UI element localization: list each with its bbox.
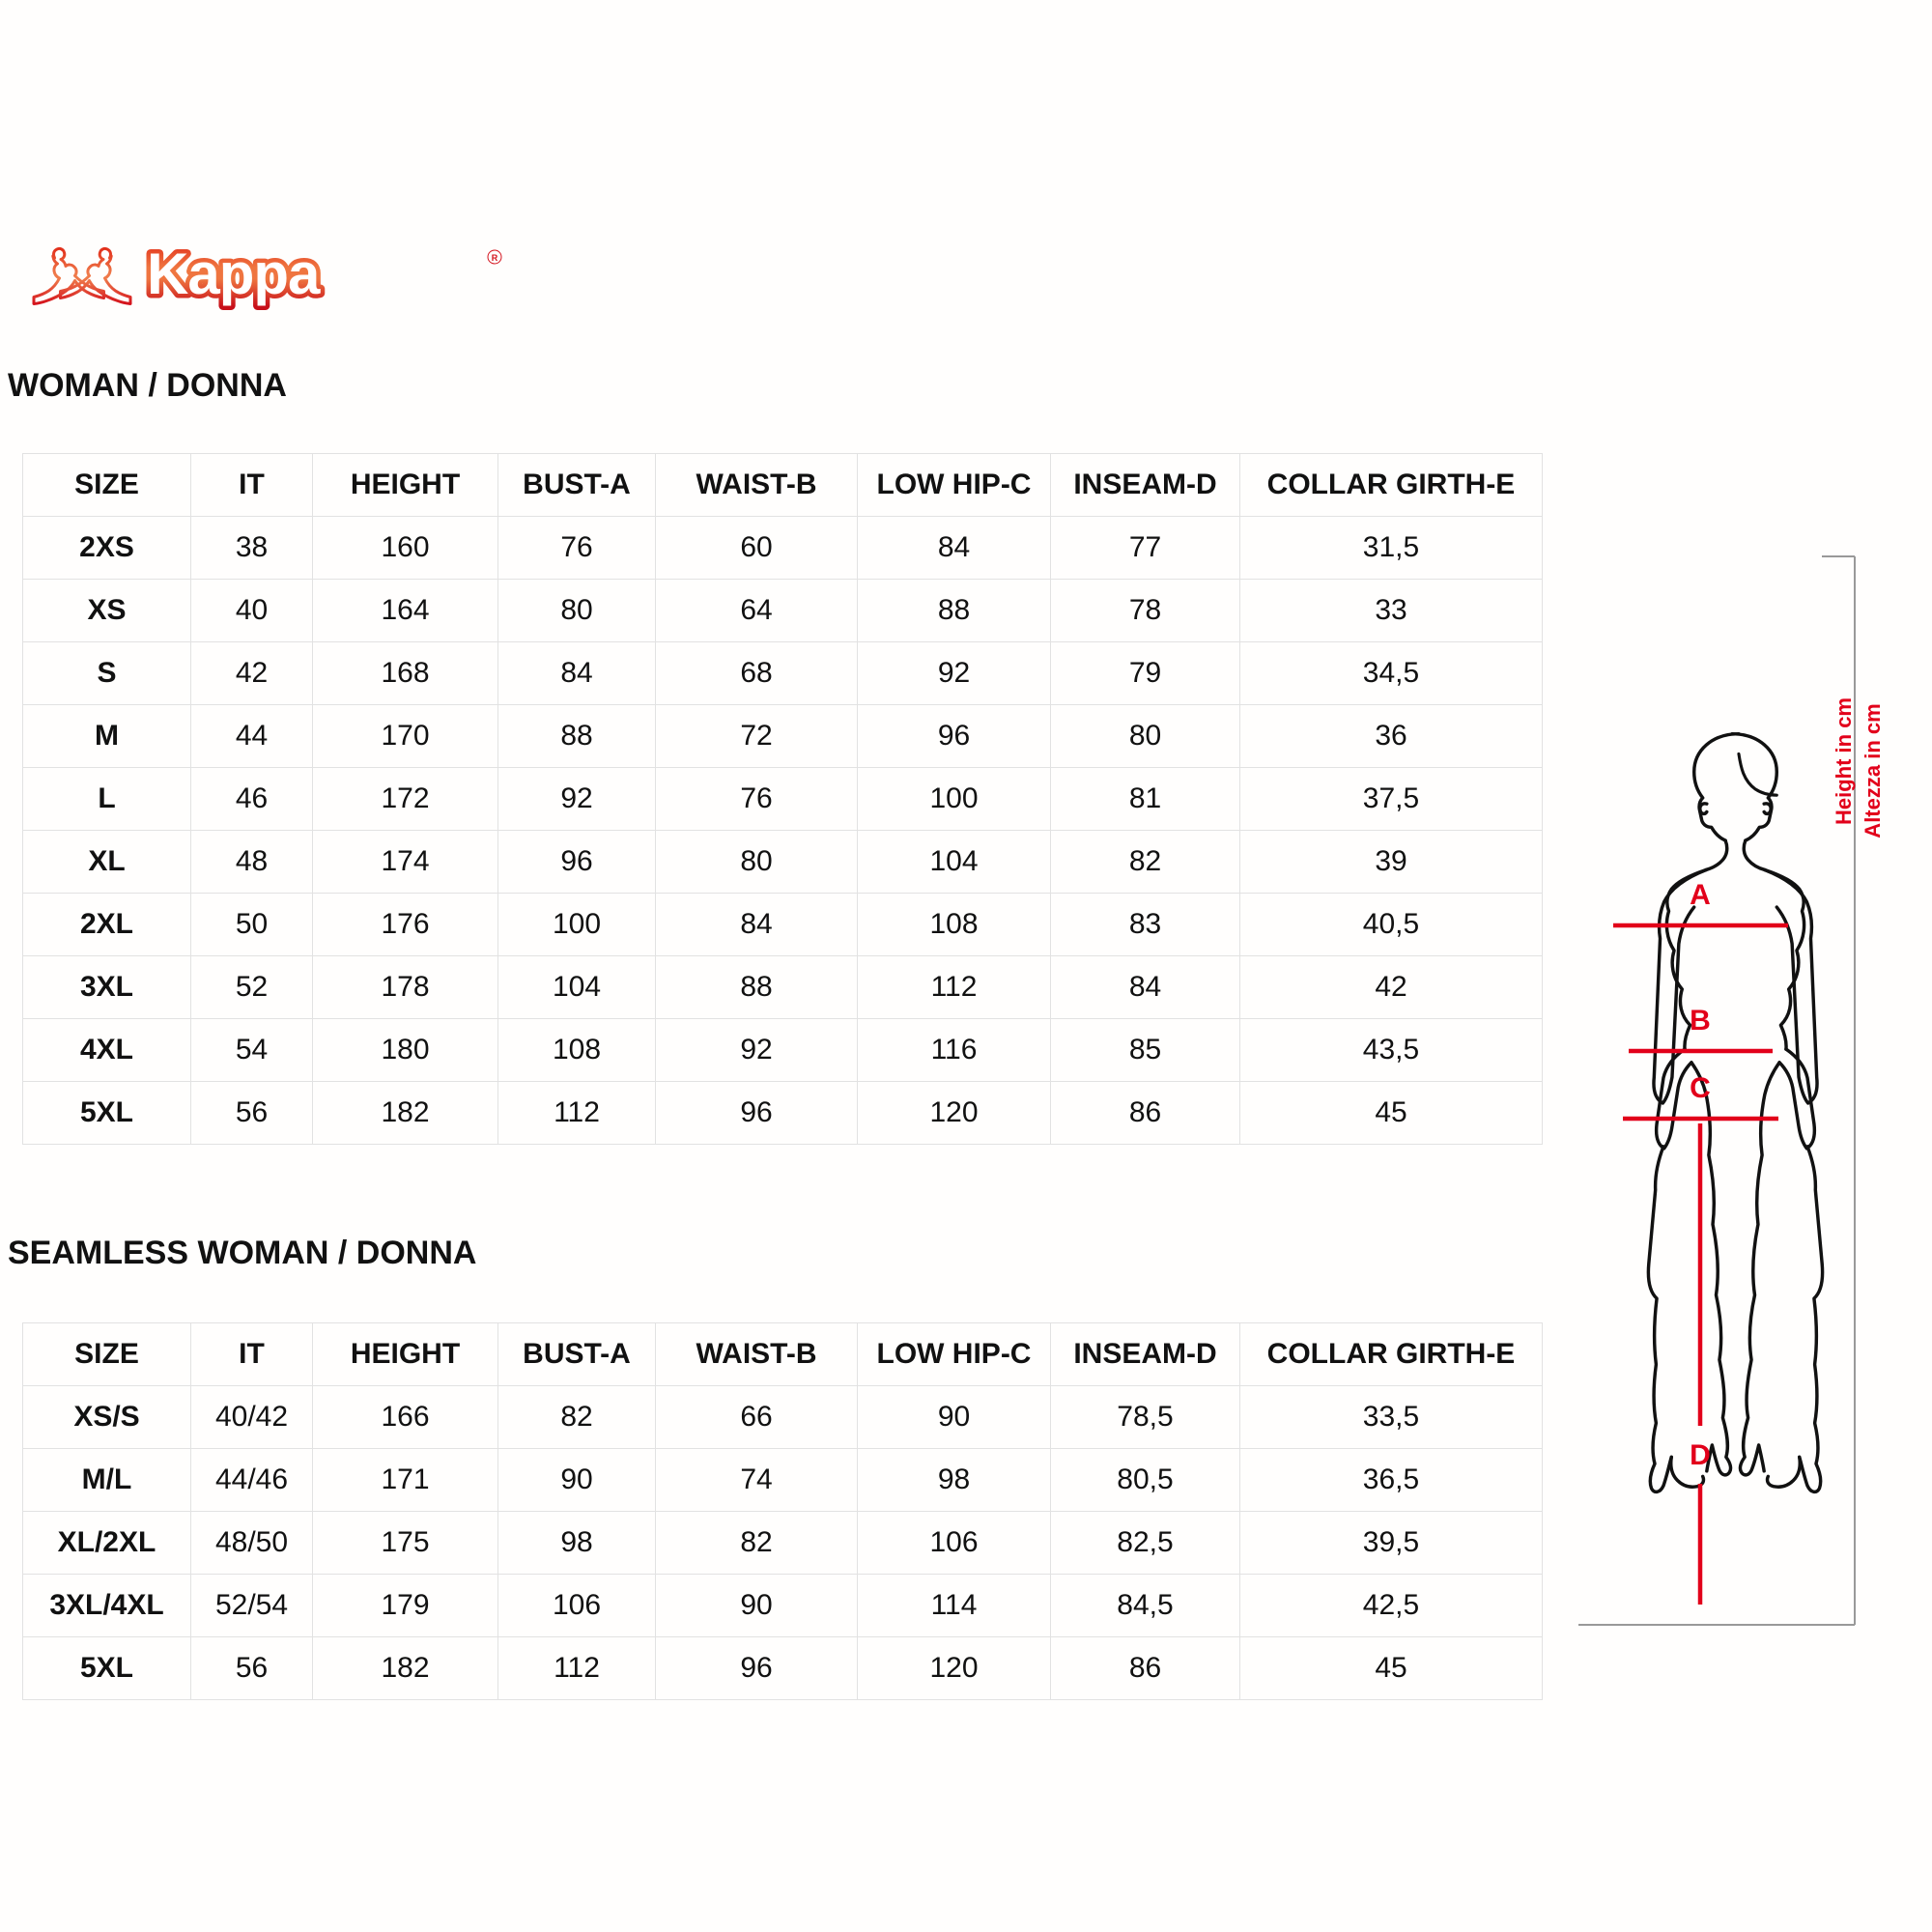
svg-text:A: A [1690, 879, 1711, 911]
svg-text:B: B [1690, 1005, 1711, 1037]
svg-text:Kappa: Kappa [147, 242, 321, 306]
svg-text:C: C [1690, 1072, 1711, 1104]
svg-text:Altezza in cm: Altezza in cm [1861, 703, 1885, 838]
svg-text:D: D [1690, 1439, 1711, 1471]
svg-text:R: R [492, 253, 498, 263]
svg-text:Height in cm: Height in cm [1832, 697, 1856, 825]
